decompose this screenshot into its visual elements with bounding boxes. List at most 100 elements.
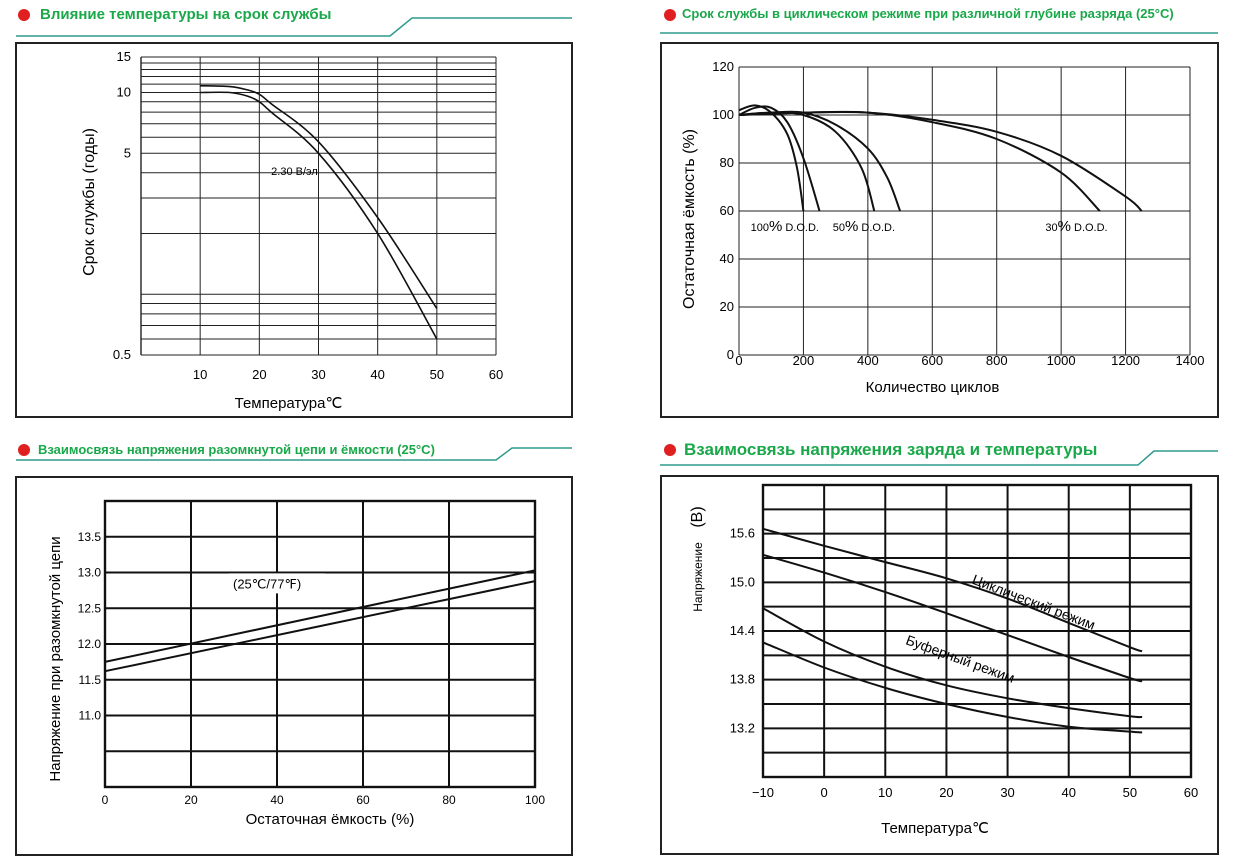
panel-title-bar: Взаимосвязь напряжения заряда и температ… [660,436,1239,466]
x-tick-label: 1200 [1111,353,1140,368]
x-tick-label: 20 [184,793,198,807]
x-tick-label: 200 [793,353,815,368]
series-line-1 [200,85,438,309]
panel-title: Взаимосвязь напряжения заряда и температ… [684,440,1098,459]
x-tick-label: 100 [525,793,545,807]
series-line-6 [738,110,1143,212]
x-axis-label: Температура℃ [235,395,343,412]
dod-percent: % [1058,218,1071,235]
x-tick-label: 60 [1184,785,1198,800]
dod-suffix: D.O.D. [1071,222,1108,234]
panel-cycle-life-dod: Срок службы в циклическом режиме при раз… [660,0,1239,425]
x-tick-label: 60 [489,367,503,382]
curve-annotation: 2.30 В/эл [271,166,318,178]
chart-frame [660,42,1219,418]
y-tick-label: 0 [727,347,734,362]
title-underline [660,32,1218,34]
y-tick-label: 15.0 [730,574,755,589]
series-line-1 [762,527,1143,653]
annotation-cyclic: Циклический режим [970,571,1097,633]
x-tick-label: 20 [939,785,953,800]
condition-label: (25℃/77℉) [233,576,301,591]
series-line-3 [738,111,876,212]
y-tick-label: 13.0 [78,566,102,580]
annotation-bg [229,573,325,594]
panel-title-bar: Влияние температуры на срок службы [0,0,580,37]
chart-cycle-life: 0 200 400 600 800 1000 1200 1400 0 20 40 60 80 100 120… [681,59,1205,396]
x-tick-label: 60 [356,793,370,807]
y-tick-label: 10 [117,85,131,100]
x-tick-label: −10 [752,785,774,800]
plot-border [761,483,1193,779]
dod-suffix: D.O.D. [858,222,895,234]
y-tick-label: 11.5 [79,673,102,687]
panel-ocv-capacity: Взаимосвязь напряжения разомкнутой цепи … [0,436,580,861]
chart-charge-voltage: −10 0 10 20 30 40 50 60 13.2 13.8 14.4 15.0 15.6 Темп… [689,483,1198,837]
y-tick-label: 13.8 [730,672,755,687]
y-tick-label: 12.5 [78,601,102,615]
y-tick-label: 100 [712,107,734,122]
dod-suffix: D.O.D. [782,222,819,234]
y-tick-label: 15 [117,49,131,64]
chart-service-life: 10 20 30 40 50 60 15 10 5 0.5 Температура℃ Срок слу… [81,49,503,412]
y-tick-label: 15.6 [730,526,755,541]
dod-label: 100% D.O.D. [751,218,819,235]
x-tick-label: 0 [821,785,828,800]
series-line-2 [104,580,536,673]
panel-charge-voltage-temperature: Взаимосвязь напряжения заряда и температ… [660,436,1239,861]
x-axis-label: Температура℃ [881,820,989,837]
x-tick-label: 0 [735,353,742,368]
panel-title: Срок службы в циклическом режиме при раз… [682,6,1174,21]
x-axis-label: Остаточная ёмкость (%) [246,811,415,828]
y-tick-label: 120 [712,59,734,74]
x-axis-label: Количество циклов [866,379,1000,396]
dod-label: 50% D.O.D. [833,218,895,235]
y-axis-unit: (В) [689,506,706,527]
title-underline [660,450,1218,466]
x-tick-label: 20 [252,367,266,382]
series-line-2 [200,91,438,340]
chart-ocv: 0 20 40 60 80 100 11.0 11.5 12.0 12.5 13.0 13.5 Оста… [47,499,545,828]
dod-percent: % [769,218,782,235]
x-tick-label: 0 [102,793,109,807]
y-axis-label: Остаточная ёмкость (%) [681,129,698,309]
title-underline [16,447,572,461]
y-tick-label: 14.4 [730,623,755,638]
bullet-dot [18,9,30,21]
bullet-dot [664,444,676,456]
y-tick-label: 60 [720,203,734,218]
panel-title: Взаимосвязь напряжения разомкнутой цепи … [38,442,435,457]
series-line-3 [762,607,1143,719]
x-tick-label: 600 [921,353,943,368]
chart-frame [15,42,573,418]
x-tick-label: 30 [311,367,325,382]
title-underline [16,17,572,37]
series-line-4 [738,110,902,212]
y-tick-label: 80 [720,155,734,170]
panel-title-bar: Взаимосвязь напряжения разомкнутой цепи … [0,436,580,466]
y-axis-label: Напряжение [691,542,705,612]
y-tick-label: 0.5 [113,347,131,362]
x-tick-label: 40 [370,367,384,382]
plot-border [103,499,537,789]
dod-number: 100 [751,222,769,234]
chart-frame [15,476,573,856]
dod-number: 30 [1045,222,1057,234]
bullet-dot [18,444,30,456]
x-tick-label: 400 [857,353,879,368]
y-axis-label: Срок службы (годы) [81,128,98,276]
panel-title-bar: Срок службы в циклическом режиме при раз… [660,0,1239,34]
x-tick-label: 800 [986,353,1008,368]
x-tick-label: 1400 [1176,353,1205,368]
y-tick-label: 40 [720,251,734,266]
x-tick-label: 80 [442,793,456,807]
series-line-1 [738,104,805,212]
bullet-dot [664,9,676,21]
series-line-1 [104,569,536,663]
x-tick-label: 40 [1061,785,1075,800]
y-axis-label: Напряжение при разомкнутой цепи [47,536,64,781]
x-tick-label: 10 [193,367,207,382]
x-tick-label: 10 [878,785,892,800]
x-tick-label: 50 [430,367,444,382]
x-tick-label: 30 [1000,785,1014,800]
